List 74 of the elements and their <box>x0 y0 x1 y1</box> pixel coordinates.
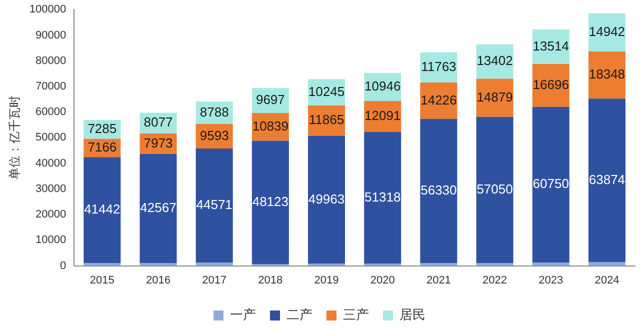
x-tick-label: 2018 <box>258 274 283 286</box>
bar <box>420 263 458 266</box>
x-tick-label: 2017 <box>202 274 227 286</box>
data-label: 13514 <box>532 38 569 54</box>
x-tick-label: 2016 <box>146 274 170 286</box>
data-label: 41442 <box>84 202 120 217</box>
data-label: 7285 <box>88 120 117 136</box>
x-tick-label: 2021 <box>426 274 451 286</box>
data-label: 48123 <box>252 194 288 209</box>
bar <box>84 157 121 264</box>
data-label: 7166 <box>88 139 117 154</box>
data-label: 10946 <box>364 78 401 94</box>
data-label: 44571 <box>196 197 232 212</box>
data-label: 9697 <box>256 92 285 108</box>
data-label: 49963 <box>308 191 345 206</box>
data-label: 14879 <box>476 89 513 104</box>
x-tick-label: 2022 <box>482 274 508 286</box>
data-label: 11865 <box>308 112 344 128</box>
bar <box>588 262 626 266</box>
y-tick-label: 50000 <box>36 132 66 144</box>
data-label: 8077 <box>144 114 173 130</box>
bar <box>588 52 626 99</box>
bar <box>532 262 570 266</box>
bar <box>532 64 570 107</box>
data-label: 13402 <box>476 53 513 68</box>
bar <box>420 118 458 264</box>
y-tick-label: 80000 <box>36 54 66 67</box>
x-tick-label: 2024 <box>594 274 620 286</box>
bar <box>476 116 514 263</box>
x-tick-label: 2019 <box>314 274 339 286</box>
data-label: 14226 <box>420 92 457 108</box>
y-tick-label: 90000 <box>36 29 66 42</box>
y-tick-label: 10000 <box>36 234 66 246</box>
data-label: 56330 <box>420 182 457 198</box>
y-tick-label: 70000 <box>36 80 66 92</box>
data-label: 7973 <box>144 135 173 150</box>
data-label: 63874 <box>588 172 626 187</box>
y-tick-label: 30000 <box>36 182 66 195</box>
data-label: 16696 <box>532 77 569 92</box>
data-label: 10245 <box>308 84 345 99</box>
data-label: 12091 <box>364 108 401 124</box>
data-label: 14942 <box>588 24 626 39</box>
legend-label: 一产 <box>230 307 256 322</box>
x-tick-label: 2015 <box>90 274 114 286</box>
bar <box>84 263 121 266</box>
legend-label: 二产 <box>286 307 312 322</box>
bar <box>476 78 514 117</box>
data-label: 10839 <box>252 118 288 134</box>
y-tick-label: 40000 <box>36 157 66 170</box>
data-label: 8788 <box>200 104 229 120</box>
y-tick-label: 100000 <box>29 4 66 16</box>
data-label: 9593 <box>200 128 229 143</box>
bar <box>532 106 570 262</box>
legend-label: 居民 <box>400 307 426 322</box>
bar <box>588 98 626 262</box>
data-label: 18348 <box>588 66 626 82</box>
bar <box>196 148 233 263</box>
data-label: 42567 <box>140 200 176 216</box>
data-label: 57050 <box>476 181 513 196</box>
bar <box>140 154 177 263</box>
x-tick-label: 2020 <box>370 274 395 286</box>
y-tick-label: 20000 <box>36 208 66 221</box>
x-tick-label: 2023 <box>538 274 564 286</box>
bar <box>196 262 233 266</box>
bar <box>252 140 289 264</box>
y-tick-label: 0 <box>60 260 66 272</box>
data-label: 60750 <box>532 176 569 192</box>
bar <box>364 132 402 264</box>
y-axis-title: 单位：亿千瓦时 <box>8 96 22 180</box>
data-label: 11763 <box>421 58 456 74</box>
bar <box>308 136 346 264</box>
legend-label: 三产 <box>343 307 369 322</box>
y-tick-label: 60000 <box>36 106 66 118</box>
data-label: 51318 <box>364 189 401 204</box>
